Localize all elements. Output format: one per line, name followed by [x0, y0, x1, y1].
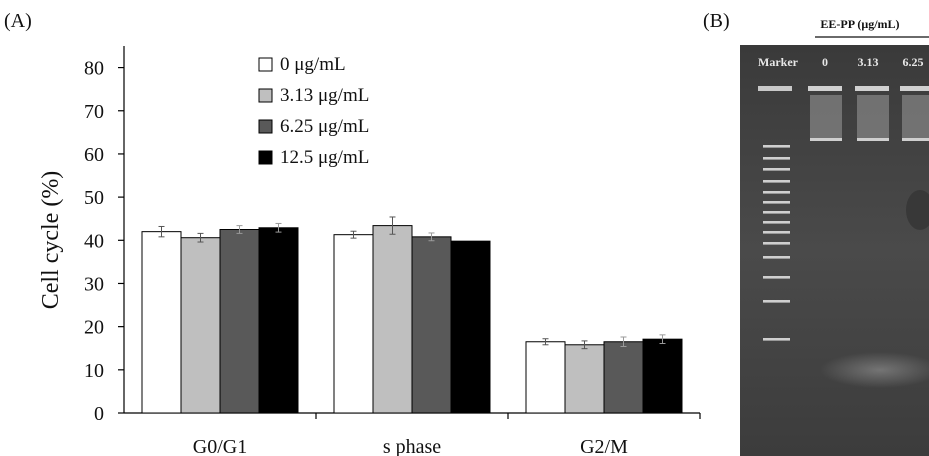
- gel-band: [810, 138, 842, 141]
- gel-band: [902, 138, 929, 141]
- x-tick-label: G0/G1: [193, 436, 247, 456]
- y-tick-label: 60: [84, 144, 104, 166]
- panel-a-label: (A): [4, 10, 32, 32]
- ladder-band: [763, 201, 790, 204]
- marker-ladder: [763, 145, 790, 341]
- y-tick-label: 70: [84, 101, 104, 123]
- gel-well: [758, 86, 792, 91]
- y-tick-label: 40: [84, 230, 104, 252]
- y-tick-label: 20: [84, 317, 104, 339]
- legend-swatch: [258, 150, 273, 165]
- gel-lane-label: 0: [822, 55, 828, 69]
- ladder-band: [763, 180, 790, 183]
- bar: [564, 344, 605, 414]
- bar: [219, 229, 260, 414]
- gel-well: [855, 86, 889, 91]
- panel-b-label: (B): [703, 10, 730, 32]
- gel-mid-smear: [906, 190, 929, 230]
- gel-well: [900, 86, 929, 91]
- legend-swatch: [258, 88, 273, 103]
- bar: [372, 225, 413, 414]
- y-tick-label: 50: [84, 187, 104, 209]
- bar-chart-panel: (A) Cell cycle (%) 0 10 20 30 40 50 60 70 80 G0/…: [4, 10, 701, 456]
- ladder-band: [763, 276, 790, 279]
- legend-label: 3.13 μg/mL: [280, 85, 369, 106]
- x-axis: G0/G1 s phase G2/M: [124, 412, 701, 456]
- y-tick-label: 30: [84, 273, 104, 295]
- gel-lane-label: 6.25: [903, 55, 924, 69]
- gel-lane-label: Marker: [758, 55, 799, 69]
- ladder-band: [763, 168, 790, 171]
- ladder-band: [763, 211, 790, 214]
- ladder-band: [763, 157, 790, 160]
- ladder-band: [763, 242, 790, 245]
- gel-well: [808, 86, 842, 91]
- ladder-band: [763, 256, 790, 259]
- bar: [642, 338, 683, 414]
- gel-lane-smear: [857, 95, 889, 140]
- legend-swatch: [258, 119, 273, 134]
- gel-header: EE-PP (μg/mL): [820, 17, 899, 31]
- gel-lane-smear: [902, 95, 929, 140]
- x-tick-label: G2/M: [580, 436, 628, 456]
- y-tick-label: 0: [94, 403, 104, 425]
- ladder-band: [763, 191, 790, 194]
- legend: 0 μg/mL 3.13 μg/mL 6.25 μg/mL 12.5 μg/mL: [258, 54, 369, 168]
- gel-lane-label: 3.13: [858, 55, 879, 69]
- gel-panel: (B) EE-PP (μg/mL) Marker 0 3.13 6.25: [703, 10, 929, 456]
- ladder-band: [763, 300, 790, 303]
- ladder-band: [763, 145, 790, 148]
- y-axis-title: Cell cycle (%): [38, 171, 64, 310]
- gel-band: [857, 138, 889, 141]
- y-tick-label: 80: [84, 58, 104, 80]
- legend-label: 0 μg/mL: [280, 54, 346, 75]
- bar: [603, 341, 644, 414]
- bar: [180, 237, 221, 414]
- y-axis: 0 10 20 30 40 50 60 70 80: [84, 46, 125, 425]
- ladder-band: [763, 231, 790, 234]
- gel-low-smear: [820, 352, 929, 388]
- y-tick-label: 10: [84, 360, 104, 382]
- legend-label: 12.5 μg/mL: [280, 147, 369, 168]
- legend-label: 6.25 μg/mL: [280, 116, 369, 137]
- bar: [258, 227, 299, 414]
- lane-labels: Marker 0 3.13 6.25: [758, 55, 923, 69]
- gel-lane-smear: [810, 95, 842, 140]
- bar: [333, 234, 374, 414]
- bar: [141, 231, 182, 414]
- ladder-band: [763, 221, 790, 224]
- legend-swatch: [258, 57, 273, 72]
- ladder-band: [763, 338, 790, 341]
- bars: [141, 216, 683, 414]
- bar: [525, 341, 566, 414]
- bar: [450, 240, 491, 414]
- x-tick-label: s phase: [383, 436, 441, 456]
- bar: [411, 236, 452, 414]
